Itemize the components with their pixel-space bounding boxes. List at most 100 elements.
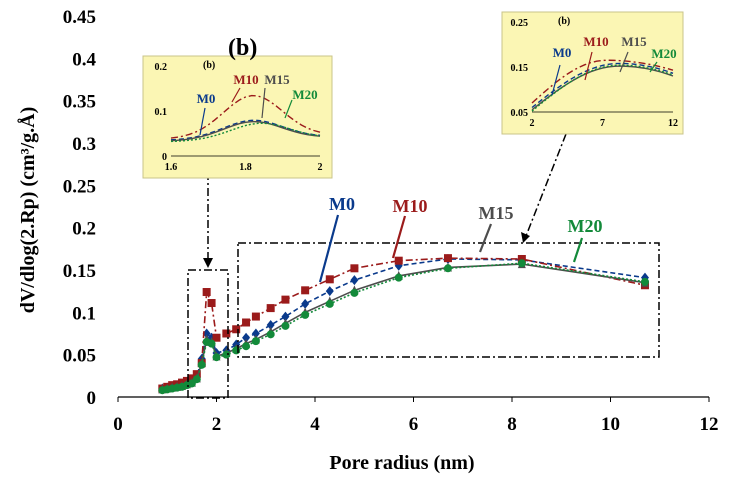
series-label-M10: M10	[393, 196, 428, 216]
data-point-M10	[251, 312, 260, 321]
data-point-M0	[202, 328, 211, 339]
data-point-M0	[281, 311, 290, 322]
data-point-M20	[394, 273, 403, 282]
data-point-M20	[325, 299, 334, 308]
inset-y-tick-label: 0.25	[511, 18, 529, 29]
data-point-M20	[281, 321, 290, 330]
inset-label-M10: M10	[233, 72, 258, 87]
inset-panel-label: (b)	[558, 16, 570, 27]
series-line-M0	[162, 258, 646, 390]
data-point-M10	[222, 329, 231, 338]
data-point-M10	[242, 318, 251, 327]
inset-y-tick-label: 0.1	[155, 107, 168, 118]
inset-pointer-M10	[584, 51, 593, 81]
series-group	[158, 253, 649, 395]
data-point-M20	[232, 346, 241, 355]
main-axes: 0 0.05 0.1 0.15 0.2 0.25 0.3 0.35 0.4 0.45 0 2 4 6 8 10…	[63, 7, 719, 435]
inset-pointer-M0	[199, 107, 206, 136]
data-point-M20	[197, 360, 206, 369]
y-tick-label: 0	[87, 388, 97, 409]
data-point-M0	[266, 320, 275, 331]
inset-x-tick-label: 7	[600, 118, 605, 129]
series-M20	[158, 259, 649, 395]
inset-line-M0	[170, 119, 321, 141]
y-tick-label: 0.45	[63, 7, 96, 28]
data-point-M0	[242, 332, 251, 343]
y-tick-label: 0.05	[63, 346, 96, 367]
connector-right-arrow	[521, 232, 530, 243]
data-point-M20	[192, 375, 201, 384]
label-pointer-M0	[318, 214, 340, 283]
data-point-M10	[394, 256, 403, 265]
series-label-M15: M15	[479, 203, 514, 223]
inset-background	[142, 55, 333, 179]
inset-x-tick-label: 1.8	[239, 162, 252, 173]
data-point-M20	[207, 339, 216, 348]
x-tick-label: 2	[212, 414, 222, 435]
series-labels: M0 M10 M15 M20	[318, 194, 603, 283]
data-point-M0	[350, 275, 359, 286]
inset-y-tick-label: 0.2	[155, 62, 168, 73]
inset-label-M10: M10	[583, 34, 608, 49]
label-pointer-M20	[572, 237, 584, 263]
inset-label-M0: M0	[553, 45, 572, 60]
zoom-boxes	[187, 133, 660, 399]
inset-x-tick-label: 12	[668, 118, 678, 129]
x-tick-label: 6	[409, 414, 419, 435]
data-point-M20	[222, 350, 231, 359]
x-tick-label: 10	[601, 414, 620, 435]
data-point-M10	[517, 254, 526, 263]
inset-line-M0	[531, 62, 674, 109]
y-tick-label: 0.25	[63, 176, 96, 197]
y-tick-label: 0.3	[72, 134, 96, 155]
y-axis-title: dV/dlog(2.Rp) (cm³/g.Å)	[16, 107, 39, 314]
connector-left-arrow	[203, 258, 213, 268]
data-point-M20	[301, 310, 310, 319]
data-point-M20	[266, 330, 275, 339]
label-pointer-M10	[391, 215, 407, 259]
inset-x-tick-label: 1.6	[165, 162, 178, 173]
data-point-M10	[266, 304, 275, 313]
inset-label-M15: M15	[621, 34, 647, 49]
data-point-M10	[301, 286, 310, 295]
inset-y-tick-label: 0.15	[511, 63, 529, 74]
data-point-M10	[202, 288, 211, 297]
y-tick-label: 0.15	[63, 261, 96, 282]
data-point-M0	[301, 298, 310, 309]
data-point-M20	[640, 277, 649, 286]
inset-pointer-M0	[551, 64, 561, 96]
y-tick-label: 0.1	[72, 303, 96, 324]
data-point-M20	[251, 337, 260, 346]
inset-right: 0.05 0.15 0.25 2 7 12 (b) M0 M10 M15 M20	[501, 11, 684, 135]
inset-x-tick-label: 2	[318, 162, 323, 173]
inset-line-M15	[170, 120, 321, 142]
x-tick-label: 0	[113, 414, 123, 435]
x-axis-title: Pore radius (nm)	[329, 452, 474, 474]
data-point-M20	[443, 264, 452, 273]
data-point-M20	[517, 259, 526, 268]
inset-line-M20	[170, 122, 321, 143]
inset-panel-label: (b)	[203, 60, 215, 71]
inset-label-M0: M0	[197, 91, 216, 106]
data-point-M10	[325, 275, 334, 284]
inset-label-M20: M20	[292, 87, 317, 102]
connector-right	[525, 133, 567, 237]
panel-label: (b)	[228, 35, 257, 61]
data-point-M10	[207, 299, 216, 308]
inset-pointer-M20	[649, 61, 658, 73]
zoom-box-right	[237, 242, 660, 358]
data-point-M20	[212, 353, 221, 362]
zoom-box-left	[187, 269, 229, 399]
inset-label-M20: M20	[651, 46, 676, 61]
x-tick-label: 4	[310, 414, 320, 435]
data-point-M20	[242, 342, 251, 351]
data-point-M10	[350, 264, 359, 273]
label-pointer-M15	[478, 223, 493, 253]
data-point-M20	[350, 288, 359, 297]
inset-x-tick-label: 2	[530, 118, 535, 129]
series-line-M10	[162, 257, 646, 390]
inset-pointer-M20	[284, 99, 293, 119]
data-point-M10	[232, 325, 241, 334]
inset-y-tick-label: 0	[162, 152, 167, 163]
